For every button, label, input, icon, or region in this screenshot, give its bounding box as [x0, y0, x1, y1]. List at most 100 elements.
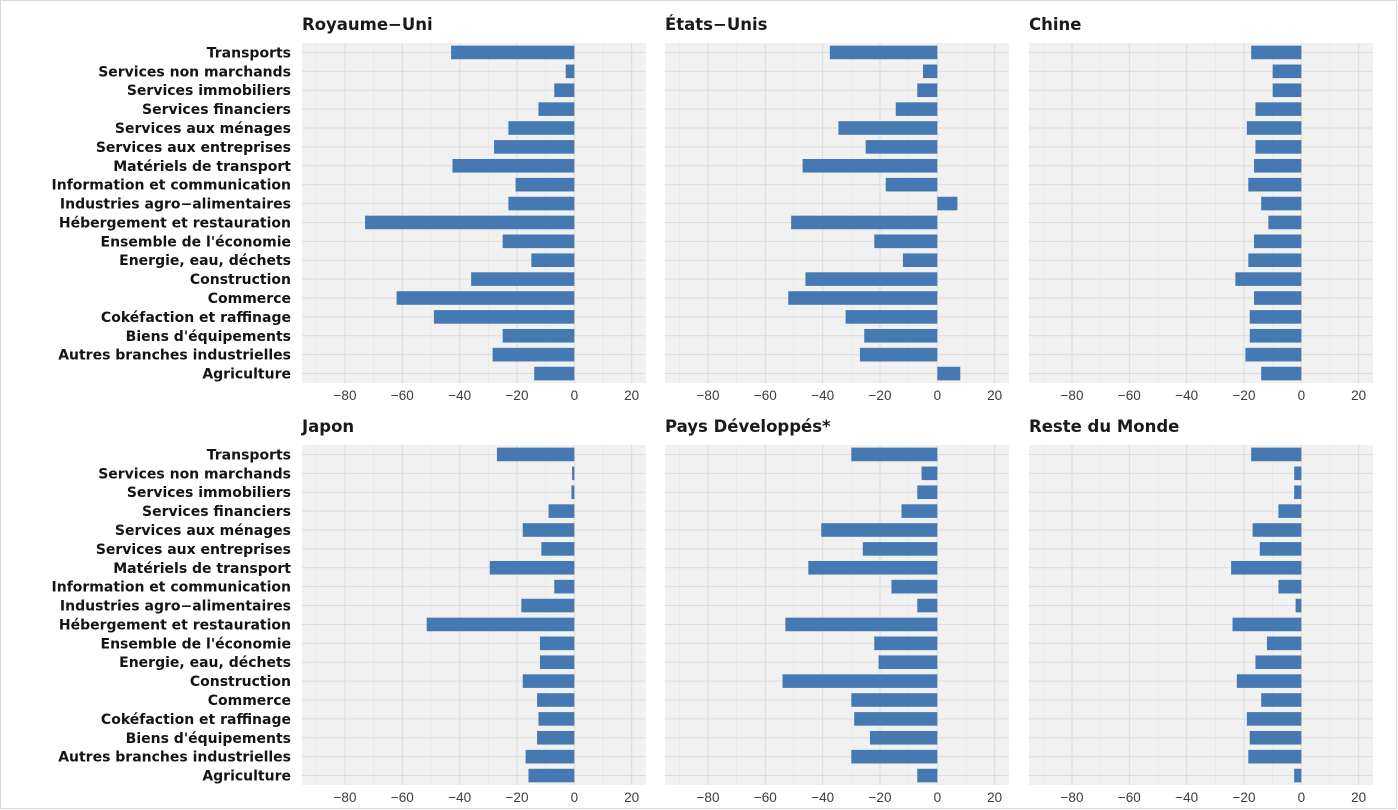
- x-tick-label: −40: [811, 388, 834, 403]
- bar: [1254, 158, 1302, 173]
- category-label: Services aux entreprises: [96, 542, 291, 558]
- bar: [1266, 636, 1302, 651]
- x-tick-label: −80: [697, 388, 720, 403]
- panel-title: Japon: [301, 417, 354, 436]
- x-tick-label: 20: [987, 790, 1002, 805]
- bar: [534, 366, 575, 381]
- category-label: Commerce: [208, 291, 291, 307]
- x-tick-label: −80: [1061, 790, 1084, 805]
- category-label: Services aux entreprises: [96, 140, 291, 156]
- x-tick-label: 0: [1298, 388, 1306, 403]
- bar: [471, 272, 575, 286]
- bar: [1248, 749, 1302, 764]
- bar: [1246, 121, 1302, 135]
- x-tick-label: −80: [334, 388, 357, 403]
- category-label: Construction: [190, 272, 291, 288]
- bar: [878, 655, 938, 670]
- panel-background: [665, 445, 1009, 785]
- facet-panel: Chine −80 −60 −40 −20 0 20: [1029, 15, 1373, 403]
- bar: [1278, 504, 1302, 518]
- bar: [1235, 272, 1302, 286]
- panel-background: [1029, 445, 1373, 785]
- bar: [1272, 64, 1302, 79]
- bar: [901, 504, 938, 518]
- bar: [1248, 253, 1302, 268]
- x-tick-label: −60: [391, 790, 414, 805]
- bar: [917, 83, 938, 98]
- category-label: Transports: [207, 45, 291, 61]
- category-label: Services non marchands: [98, 466, 291, 482]
- bar: [923, 64, 938, 79]
- bar: [548, 504, 575, 518]
- bar: [937, 196, 958, 211]
- x-tick-label: −60: [1118, 790, 1141, 805]
- category-label: Ensemble de l'économie: [101, 234, 292, 250]
- category-label: Energie, eau, déchets: [119, 655, 291, 671]
- x-tick-label: 20: [987, 388, 1002, 403]
- panel-background: [665, 43, 1009, 383]
- bar: [1255, 140, 1302, 154]
- facet-panel: États−Unis −80 −60 −40 −20 0 20: [665, 15, 1009, 403]
- bar: [874, 636, 938, 651]
- bar: [785, 617, 938, 632]
- panel-background: [1029, 43, 1373, 383]
- bar: [1246, 712, 1302, 726]
- bar: [541, 542, 575, 556]
- bar: [895, 102, 938, 116]
- bar: [782, 674, 938, 688]
- bar: [1249, 328, 1302, 343]
- bar: [565, 64, 575, 79]
- category-label: Services financiers: [142, 504, 291, 520]
- panel-title: Reste du Monde: [1029, 417, 1179, 436]
- x-tick-label: −80: [697, 790, 720, 805]
- bar: [1248, 177, 1302, 192]
- bar: [572, 466, 575, 481]
- category-label: Matériels de transport: [113, 159, 291, 175]
- bar: [1259, 542, 1302, 556]
- bar: [902, 253, 938, 268]
- bar: [1294, 485, 1302, 500]
- category-label: Agriculture: [202, 769, 291, 785]
- x-tick-label: −40: [448, 790, 471, 805]
- bar: [537, 693, 575, 707]
- bar: [885, 177, 938, 192]
- category-label: Information et communication: [52, 178, 291, 194]
- bar: [865, 140, 938, 154]
- x-tick-label: −80: [334, 790, 357, 805]
- bar: [1255, 655, 1302, 670]
- bar: [1295, 598, 1302, 613]
- bar: [869, 730, 938, 745]
- facet-panel: Royaume−Uni −80 −60 −40 −20 0 20 Transports Serv…: [52, 15, 646, 403]
- panel-background: [302, 43, 646, 383]
- bar: [452, 158, 575, 173]
- bar: [365, 215, 575, 230]
- bar: [1251, 45, 1302, 60]
- bar: [805, 272, 938, 286]
- bar: [521, 598, 575, 613]
- category-label: Cokéfaction et raffinage: [101, 712, 291, 728]
- bar: [451, 45, 575, 60]
- bar: [802, 158, 938, 173]
- facet-panel: Japon −80 −60 −40 −20 0 20 Transports Services n…: [52, 417, 646, 805]
- bar: [851, 447, 938, 462]
- category-label: Industries agro−alimentaires: [60, 197, 291, 213]
- category-label: Services aux ménages: [115, 523, 291, 539]
- x-tick-label: −20: [1233, 388, 1256, 403]
- bar: [1261, 196, 1302, 211]
- x-tick-label: 20: [1351, 790, 1366, 805]
- bar: [1294, 768, 1302, 783]
- x-tick-label: −60: [754, 388, 777, 403]
- bar: [845, 310, 938, 324]
- category-label: Energie, eau, déchets: [119, 253, 291, 269]
- x-tick-label: −40: [1175, 388, 1198, 403]
- category-label: Transports: [207, 447, 291, 463]
- bar: [874, 234, 938, 249]
- category-label: Ensemble de l'économie: [101, 636, 292, 652]
- bar: [854, 712, 938, 726]
- x-tick-label: −60: [391, 388, 414, 403]
- category-label: Cokéfaction et raffinage: [101, 310, 291, 326]
- category-label: Autres branches industrielles: [58, 348, 291, 364]
- bar: [508, 196, 575, 211]
